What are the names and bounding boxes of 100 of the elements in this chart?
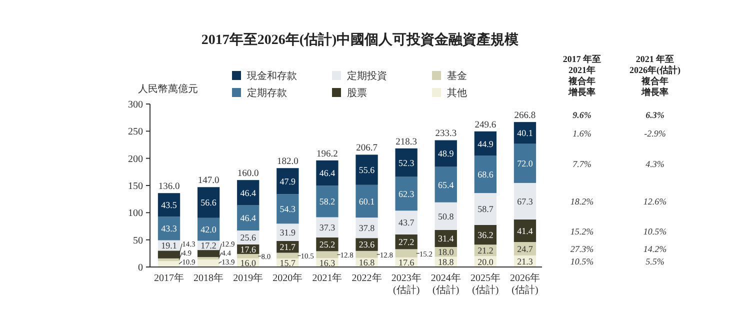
y-tick-label: 50 [133,235,143,246]
bar [197,250,220,258]
y-tick-label: 200 [128,154,143,165]
bar [158,216,180,240]
bar [316,186,338,218]
data-label: 65.4 [438,180,454,190]
bar [237,180,260,206]
total-label: 233.3 [435,129,457,140]
bar [395,148,418,177]
data-label: 43.7 [398,218,415,228]
legend-label: 定期存款 [247,87,287,99]
data-label: 25.6 [240,232,256,243]
bar [514,220,536,242]
bar [356,218,378,238]
bar [395,176,418,211]
bar [158,258,180,262]
data-label: 72.0 [517,158,534,169]
data-label: 21.2 [478,246,494,256]
data-label: 21.7 [280,242,296,252]
data-label: 37.8 [358,223,376,234]
data-label: 43.5 [161,200,178,210]
total-label: 196.2 [316,149,338,160]
data-label: 27.2 [398,236,414,247]
bar [197,259,220,267]
text: -2.9% [644,128,666,138]
bar [474,156,497,194]
data-label: 31.9 [280,228,296,238]
data-label: 40.1 [517,128,533,138]
x-tick-label: 2022年 [352,272,382,284]
bar [514,182,536,220]
bar [395,249,418,258]
bar [356,184,378,218]
bar [197,187,220,218]
text: 15.2% [570,226,594,236]
x-tick-label: 2018年 [194,272,224,284]
x-tick-label: 2024年 (估計) [430,272,461,296]
data-label: 24.7 [517,244,534,254]
data-label: 46.4 [319,168,336,178]
total-label: 266.8 [514,111,536,122]
bar [276,252,299,258]
bar [474,193,497,225]
text: 6.3% [646,110,665,120]
x-tick-label: 2026年 (估計) [510,272,540,296]
y-tick-label: 300 [128,100,143,110]
bar [276,168,299,194]
bar [434,140,457,167]
data-label: 16.0 [240,258,256,268]
legend-label: 基金 [447,70,467,82]
total-label: 160.0 [237,169,260,180]
bar [237,205,260,230]
data-label: 18.8 [438,257,454,268]
y-tick-label: 150 [128,181,143,192]
data-label: 16.3 [319,258,336,268]
x-tick-label: 2017年 [154,272,184,284]
data-label: 62.3 [398,188,415,199]
data-label: 52.3 [398,158,415,168]
data-label: 58.2 [319,196,336,207]
data-label: 46.4 [240,188,256,198]
text: 18.2% [570,196,594,207]
x-tick-label: 2025年 (估計) [470,272,500,296]
data-label: 18.0 [438,247,454,258]
data-label: 54.3 [280,204,296,214]
bar [158,250,180,258]
data-label: 31.4 [438,234,454,244]
text: 9.6% [572,110,592,120]
text: 10.5% [570,256,594,267]
bar [395,210,418,234]
data-label: 25.2 [319,240,336,250]
y-tick-label: 250 [128,126,143,138]
data-label: 16.8 [358,258,376,268]
data-label: 58.7 [478,204,494,214]
data-label: 68.6 [478,170,494,180]
x-tick-label: 2020年 [272,272,303,284]
data-label: 19.1 [161,240,177,251]
x-tick-label: 2021年 [312,272,342,284]
data-label: 17.6 [240,244,256,254]
text: 10.5% [643,226,667,236]
text: 2021 年至2026年(估計)複合年增長率 [630,54,680,97]
legend-label: 其他 [447,87,467,99]
text: 27.3% [570,244,594,254]
data-label: 44.9 [478,138,494,149]
y-tick-label: 0 [138,262,143,274]
bar [356,154,378,185]
data-label: 56.6 [200,198,217,208]
data-label: 50.8 [438,211,454,222]
data-label: 48.9 [438,148,454,159]
total-label: 206.7 [356,144,378,154]
data-label: 15.7 [280,258,296,268]
data-label: 47.9 [280,176,296,186]
data-label: 67.3 [517,196,534,206]
text: 12.6% [643,196,667,207]
bar [434,166,457,202]
data-label: 55.6 [358,165,376,175]
data-label: 42.0 [200,224,217,234]
x-tick-label: 2023年 (估計) [391,272,422,296]
bar [434,202,457,230]
y-axis-title: 人民幣萬億元 [138,83,198,95]
bar [356,250,378,258]
legend-label: 定期投資 [347,70,387,82]
text: 5.5% [646,256,664,267]
